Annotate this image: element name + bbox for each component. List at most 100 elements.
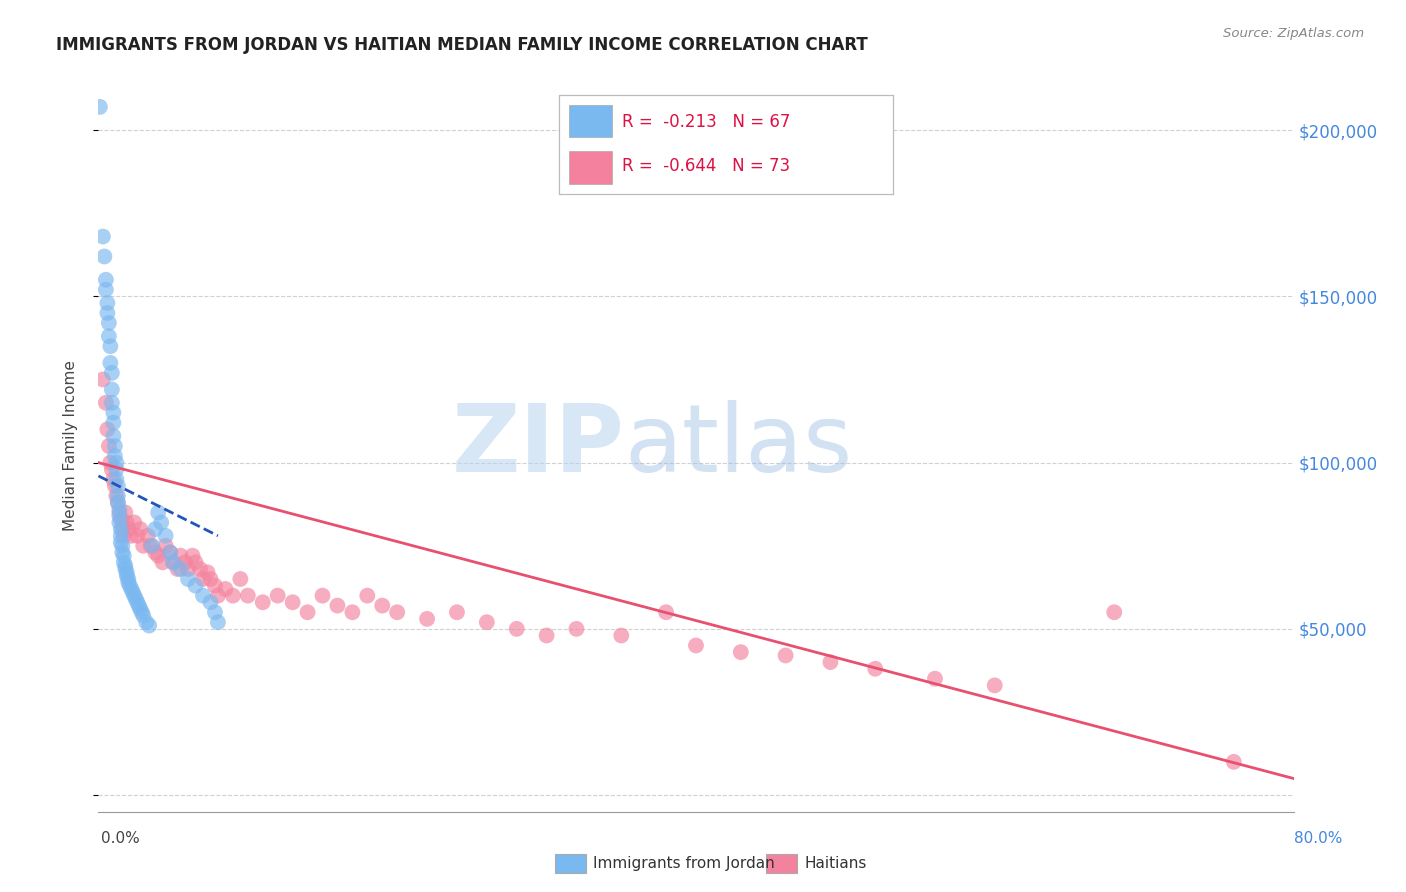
Point [101,396,124,410]
Point [152,555,174,569]
Point [506,622,529,636]
Point [121,585,143,599]
Point [101,462,124,476]
Point [610,628,633,642]
Point [162,555,184,569]
Point [132,608,155,623]
Point [105,456,128,470]
Text: Immigrants from Jordan: Immigrants from Jordan [593,856,775,871]
Point [111,545,134,559]
Text: Haitians: Haitians [804,856,866,871]
Point [229,572,252,586]
Point [103,406,125,420]
Point [222,589,245,603]
Point [655,605,678,619]
Point [207,589,229,603]
Point [96,296,118,310]
Point [191,572,214,586]
Point [204,605,226,619]
Point [107,489,129,503]
Point [132,539,155,553]
Point [204,579,226,593]
Point [169,549,191,563]
Point [536,628,558,642]
Point [104,479,127,493]
Point [136,529,159,543]
Point [115,568,138,582]
Point [775,648,797,663]
Point [207,615,229,630]
Point [177,562,200,576]
Point [107,479,129,493]
Point [96,306,118,320]
Point [114,558,136,573]
Point [103,416,125,430]
Point [385,605,409,619]
Point [159,545,181,559]
Text: IMMIGRANTS FROM JORDAN VS HAITIAN MEDIAN FAMILY INCOME CORRELATION CHART: IMMIGRANTS FROM JORDAN VS HAITIAN MEDIAN… [56,36,868,54]
Point [101,366,124,380]
Point [184,555,207,569]
Point [98,356,122,370]
Point [565,622,588,636]
Text: atlas: atlas [624,400,852,492]
Point [103,429,125,443]
Point [115,516,138,530]
Point [191,589,214,603]
Point [124,516,146,530]
Point [89,100,111,114]
Point [108,502,131,516]
Point [200,572,222,586]
Point [91,372,114,386]
Point [108,508,131,523]
Text: 80.0%: 80.0% [1295,831,1343,846]
Point [105,472,128,486]
Point [143,545,166,559]
Point [267,589,290,603]
Point [143,522,166,536]
Point [94,283,117,297]
Point [91,229,114,244]
Point [104,439,127,453]
Point [984,678,1007,692]
Point [174,555,197,569]
Point [197,566,219,580]
Point [107,495,129,509]
Point [105,489,128,503]
Point [166,562,188,576]
Point [155,529,177,543]
Text: 0.0%: 0.0% [101,831,141,846]
Point [924,672,946,686]
Point [112,555,135,569]
Point [127,595,149,609]
Point [110,522,132,536]
Point [94,273,117,287]
Point [93,250,115,264]
Point [311,589,333,603]
Point [127,529,149,543]
Point [475,615,498,630]
Point [117,575,139,590]
Point [110,529,132,543]
Point [446,605,468,619]
Point [117,572,139,586]
Point [97,329,120,343]
Point [101,383,124,397]
Point [371,599,394,613]
Point [98,456,122,470]
Point [110,512,132,526]
Point [326,599,349,613]
Point [148,549,170,563]
Point [120,529,142,543]
Point [110,535,132,549]
Point [115,566,138,580]
Point [342,605,364,619]
Point [124,589,146,603]
Text: ZIP: ZIP [451,400,624,492]
Point [252,595,274,609]
Point [108,516,131,530]
Point [138,618,160,632]
Point [685,639,707,653]
Point [181,549,204,563]
Point [177,572,200,586]
